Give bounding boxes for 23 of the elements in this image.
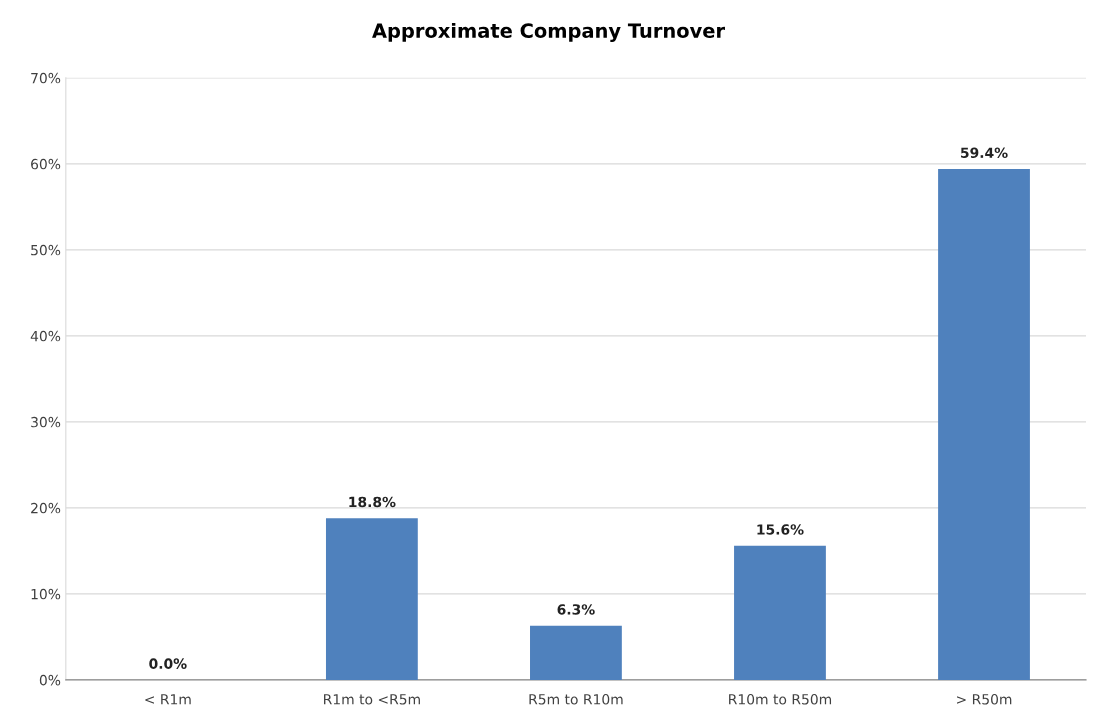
y-tick-label: 40% [30, 330, 61, 342]
y-tick-label: 30% [31, 416, 61, 428]
y-tick-label: 50% [31, 244, 61, 256]
data-label: 18.8% [349, 496, 396, 508]
bar [734, 545, 826, 680]
x-tick-label: R10m to R50m [729, 694, 832, 705]
data-label: 0.0% [149, 658, 187, 669]
y-tick-label: 70% [31, 72, 61, 84]
y-tick-label: 60% [31, 158, 61, 170]
y-tick-label: 10% [31, 588, 61, 600]
chart-title: Approximate Company Turnover [372, 22, 725, 42]
data-label: 59.4% [960, 147, 1008, 159]
data-label: 6.3% [557, 604, 595, 615]
bar [938, 169, 1030, 680]
x-tick-label: > R50m [957, 694, 1012, 705]
bar [530, 625, 622, 680]
y-tick-label: 20% [31, 502, 61, 514]
x-tick-label: < R1m [145, 694, 191, 705]
y-tick-label: 0% [39, 674, 61, 686]
x-tick-label: R1m to <R5m [324, 694, 420, 705]
x-tick-label: R5m to R10m [529, 694, 623, 705]
data-label: 15.6% [757, 524, 804, 535]
bar [325, 518, 418, 680]
